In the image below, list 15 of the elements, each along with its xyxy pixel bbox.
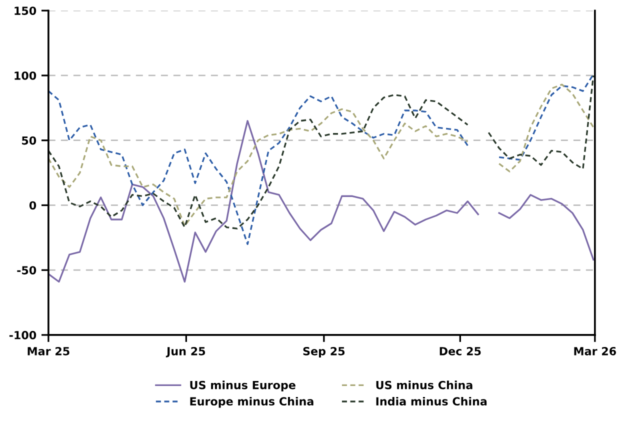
y-tick-label: 150 (14, 6, 36, 15)
x-tick-label: Sep 25 (303, 346, 345, 358)
legend-label: India minus China (376, 396, 487, 406)
x-tick-label: Mar 25 (28, 346, 70, 356)
x-tick-label: Dec 25 (440, 346, 481, 356)
x-tick-label: Mar 26 (574, 346, 616, 356)
y-tick-label: 100 (14, 71, 36, 80)
legend-label: Europe minus China (190, 396, 314, 408)
x-tick-label: Jun 25 (166, 346, 206, 358)
y-tick-label: -100 (9, 330, 36, 340)
y-tick-label: 0 (29, 201, 36, 210)
legend-label: US minus China (376, 380, 472, 390)
y-tick-label: -50 (17, 266, 36, 274)
legend-label: US minus Europe (190, 380, 296, 392)
y-tick-label: 50 (22, 136, 36, 145)
